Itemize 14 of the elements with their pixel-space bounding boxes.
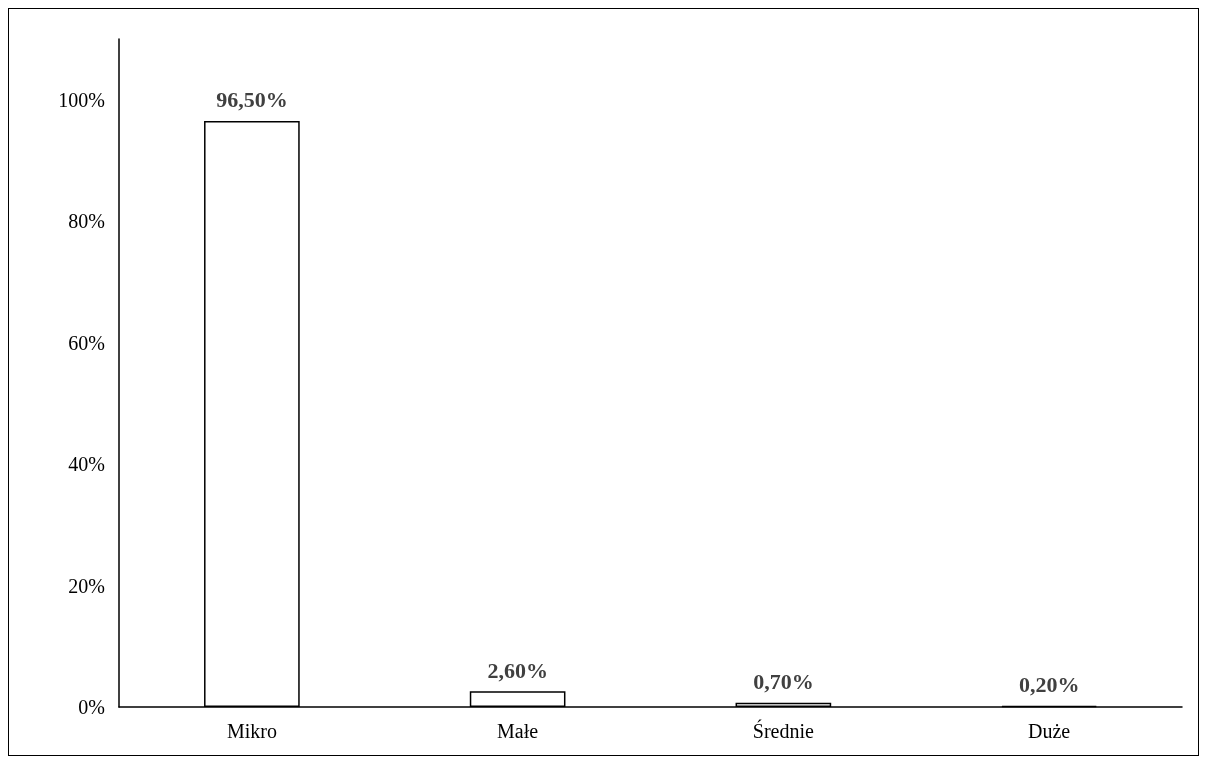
x-tick-label: Duże [1028,720,1071,742]
x-tick-label: Mikro [226,720,277,742]
y-tick-label: 0% [78,696,105,718]
data-label: 96,50% [216,87,288,113]
y-tick-label: 80% [68,210,105,233]
data-label: 2,60% [487,657,548,683]
y-tick-label: 100% [58,88,105,111]
data-label: 0,20% [1018,672,1080,698]
x-tick-label: Średnie [752,719,815,742]
y-tick-label: 40% [68,453,105,476]
y-tick-label: 20% [68,574,105,597]
y-tick-label: 60% [68,331,105,354]
x-tick-label: Małe [497,720,539,742]
data-label: 0,70% [753,669,814,695]
